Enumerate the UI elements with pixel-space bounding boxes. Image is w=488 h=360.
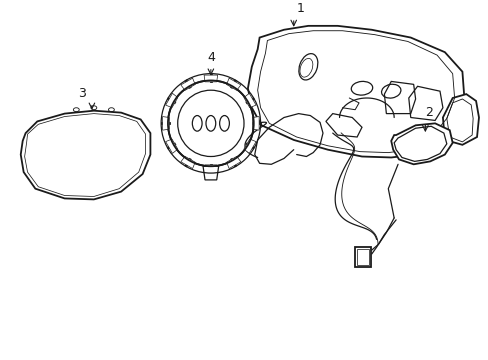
Polygon shape xyxy=(181,78,195,90)
Polygon shape xyxy=(247,26,464,157)
Text: 1: 1 xyxy=(296,2,304,15)
Polygon shape xyxy=(354,247,370,267)
Text: 2: 2 xyxy=(425,107,432,120)
Polygon shape xyxy=(252,117,259,130)
Polygon shape xyxy=(20,111,150,199)
Polygon shape xyxy=(165,139,178,153)
Polygon shape xyxy=(244,139,256,153)
Polygon shape xyxy=(203,75,217,82)
Polygon shape xyxy=(203,165,217,172)
Text: 4: 4 xyxy=(206,51,214,64)
Polygon shape xyxy=(162,117,169,130)
Polygon shape xyxy=(390,123,452,164)
Polygon shape xyxy=(442,94,478,145)
Polygon shape xyxy=(203,166,218,180)
Polygon shape xyxy=(165,93,178,108)
Text: 3: 3 xyxy=(78,87,86,100)
Polygon shape xyxy=(181,156,195,168)
Polygon shape xyxy=(244,93,256,108)
Polygon shape xyxy=(226,78,241,90)
Polygon shape xyxy=(226,156,241,168)
Ellipse shape xyxy=(167,80,253,166)
